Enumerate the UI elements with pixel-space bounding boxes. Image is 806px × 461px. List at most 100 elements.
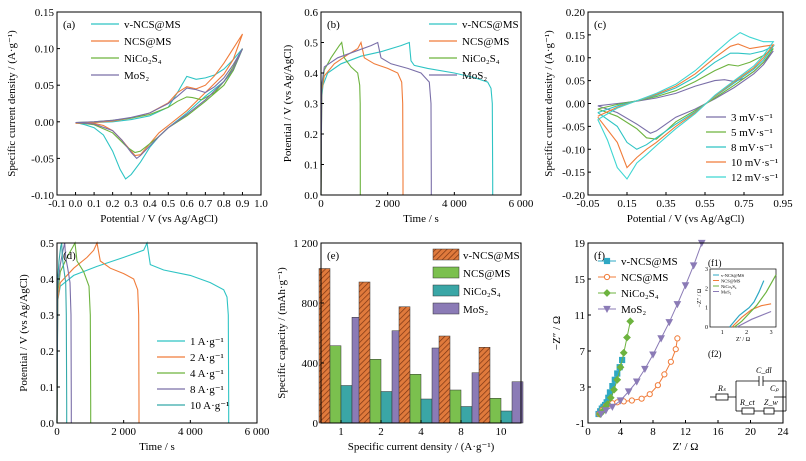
inset-label: (f1) — [708, 258, 722, 268]
y-tick-label: 0.15 — [35, 7, 55, 19]
legend-label: MoS₂ — [463, 304, 488, 316]
y-tick-label: -0.20 — [562, 190, 585, 202]
x-tick-label: 8 — [458, 426, 464, 438]
circuit-label: Rₛ — [717, 384, 727, 393]
legend-swatch — [432, 284, 460, 297]
inset-y-tick-label: 1 — [705, 306, 708, 312]
series-line — [75, 48, 244, 160]
x-tick-label: 0.6 — [180, 198, 194, 210]
legend-swatch — [432, 302, 460, 315]
y-tick-label: 0.00 — [35, 117, 55, 129]
inset-series-line — [736, 310, 772, 328]
x-tick-label: 0.4 — [143, 198, 157, 210]
series-line — [597, 43, 775, 169]
data-point — [661, 371, 668, 378]
bar — [409, 374, 422, 424]
y-tick-label: 0.4 — [40, 274, 54, 286]
circuit-label: C_dl — [756, 366, 772, 375]
inset-f1-frame — [709, 268, 777, 328]
panel-label: (a) — [63, 19, 76, 31]
y-tick-label: -1 — [576, 418, 585, 430]
y-tick-label: -0.10 — [31, 190, 54, 202]
y-axis-label: Specific current density / (A·g⁻¹) — [543, 30, 555, 177]
legend-label: v-NCS@MS — [463, 250, 520, 262]
x-tick-label: 4 — [618, 426, 624, 438]
legend-marker — [603, 273, 611, 281]
x-tick-label: 1 — [338, 426, 344, 438]
bar — [358, 281, 371, 424]
series-line — [320, 41, 432, 196]
series-line — [56, 241, 92, 424]
x-tick-label: 0.7 — [198, 198, 212, 210]
x-axis-label: Potential / V (vs Ag/AgCl) — [100, 213, 218, 225]
y-tick-label: 0.20 — [566, 7, 586, 19]
x-tick-label: 20 — [745, 426, 757, 438]
data-point — [628, 397, 635, 404]
legend-label: 4 A·g⁻¹ — [190, 368, 224, 380]
data-point — [649, 351, 657, 359]
legend-label: NCS@MS — [463, 268, 510, 280]
legend-label: 12 mV·s⁻¹ — [731, 172, 778, 184]
data-point — [641, 365, 649, 374]
x-tick-label: -0.05 — [577, 198, 600, 210]
x-axis-label: Potential / V (vs Ag/AgCl) — [627, 213, 745, 225]
data-point — [674, 335, 681, 342]
x-tick-label: 0.1 — [87, 198, 101, 210]
inset-series-line — [734, 274, 777, 328]
series-line — [56, 242, 72, 424]
x-tick-label: 0.2 — [106, 198, 120, 210]
resistor-rct — [741, 407, 755, 415]
data-point — [613, 375, 622, 384]
x-tick-label: -0.1 — [48, 198, 65, 210]
legend-label: 5 mV·s⁻¹ — [731, 127, 773, 139]
legend-label: MoS₂ — [462, 70, 487, 82]
data-point — [667, 358, 674, 365]
y-tick-label: 0 — [313, 418, 319, 430]
legend-label: MoS₂ — [621, 304, 646, 316]
x-tick-label: 4 000 — [442, 198, 467, 210]
y-tick-label: 0.5 — [40, 238, 54, 250]
bar — [420, 398, 433, 424]
inset-label: (f2) — [708, 349, 722, 359]
x-tick-label: 4 — [418, 426, 424, 438]
plot-frame — [56, 11, 262, 196]
y-tick-label: 7 — [580, 346, 586, 358]
data-point — [606, 393, 615, 402]
bar — [398, 306, 411, 424]
legend-label: 10 mV·s⁻¹ — [731, 157, 778, 169]
x-tick-label: 0.15 — [617, 198, 637, 210]
warburg-zw — [763, 407, 775, 415]
legend-label: MoS₂ — [124, 70, 149, 82]
legend-label: 3 mV·s⁻¹ — [731, 112, 773, 124]
legend-label: NCS@MS — [621, 272, 668, 284]
data-point — [673, 301, 682, 309]
legend-label: 1 A·g⁻¹ — [190, 336, 224, 348]
inset-x-tick-label: 2 — [745, 330, 748, 336]
y-tick-label: -0.10 — [562, 144, 585, 156]
y-tick-label: 19 — [574, 238, 586, 250]
data-point — [689, 262, 698, 270]
y-tick-label: 0.1 — [304, 160, 318, 172]
legend-label: NiCo₂S₄ — [463, 286, 501, 298]
series-line — [56, 241, 140, 424]
legend-label: NCS@MS — [124, 36, 171, 48]
y-tick-label: 3 — [580, 382, 586, 394]
x-tick-label: 12 — [680, 426, 691, 438]
x-tick-label: 2 — [378, 426, 384, 438]
x-tick-label: 16 — [713, 426, 725, 438]
inset-y-axis-label: −Z″ / Ω — [697, 288, 703, 307]
x-tick-label: 24 — [778, 426, 790, 438]
data-point — [632, 378, 641, 386]
data-point — [665, 319, 674, 327]
data-point — [626, 317, 635, 326]
data-point — [616, 397, 625, 405]
x-tick-label: 0 — [54, 426, 60, 438]
panel-label: (f) — [594, 250, 605, 262]
x-tick-label: 2 000 — [111, 426, 136, 438]
inset-x-tick-label: 1 — [721, 330, 724, 336]
x-tick-label: 0.75 — [734, 198, 754, 210]
circuit-label: Z_w — [764, 398, 778, 407]
